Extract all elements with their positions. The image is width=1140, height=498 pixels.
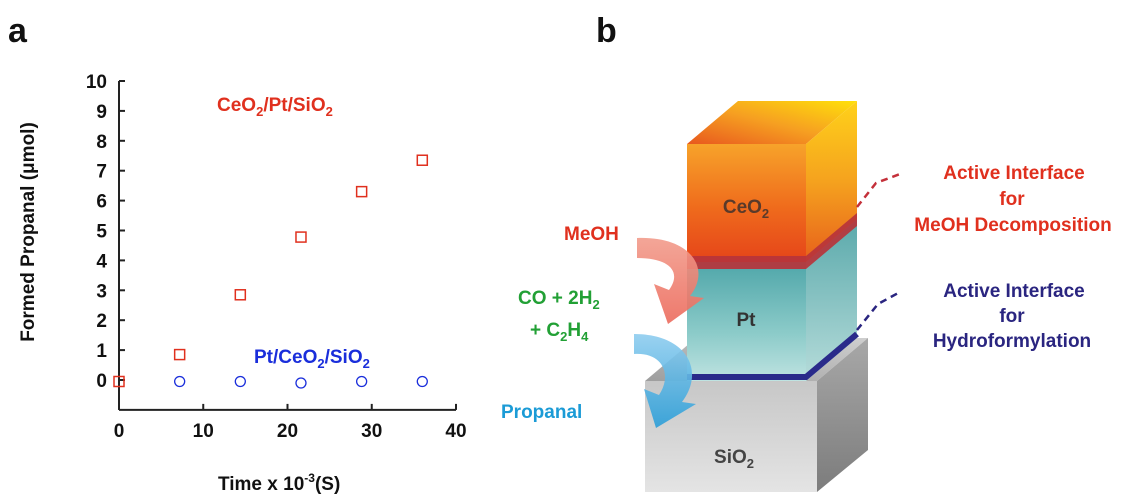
top-callout-line1: Active Interface xyxy=(943,163,1085,184)
top-callout-line2: for xyxy=(999,189,1025,210)
data-point-ceo2-pt-sio2 xyxy=(296,232,306,242)
data-point-ceo2-pt-sio2 xyxy=(357,187,367,197)
data-point-ceo2-pt-sio2 xyxy=(175,350,185,360)
series-label-text: /Pt/SiO xyxy=(263,95,325,116)
sio2-label-sub: 2 xyxy=(747,456,754,471)
panel-label-b: b xyxy=(596,12,617,50)
series-label-pt-ceo2-sio2: Pt/CeO2/SiO2 xyxy=(254,347,370,371)
x-axis-title-exponent: -3 xyxy=(304,471,315,485)
co-h2-main: CO + 2H xyxy=(518,288,592,309)
y-tick-label: 1 xyxy=(96,341,107,362)
series-label-text: Pt/CeO xyxy=(254,347,317,368)
x-axis-title-main: Time x 10 xyxy=(218,474,304,495)
data-point-pt-ceo2-sio2 xyxy=(235,376,245,386)
bottom-interface-callout: Active Interface for Hydroformylation xyxy=(933,281,1091,352)
data-point-pt-ceo2-sio2 xyxy=(175,376,185,386)
y-tick-label: 6 xyxy=(96,192,107,213)
ceo2-label-main: CeO xyxy=(723,197,762,218)
series-label-text: CeO xyxy=(217,95,256,116)
y-axis-title: Formed Propanal (μmol) xyxy=(18,122,39,342)
c2h4-part2: H xyxy=(567,320,581,341)
c2h4-sub1: 2 xyxy=(560,329,567,344)
c2h4-label: + C2H4 xyxy=(530,320,589,344)
propanal-label: Propanal xyxy=(501,402,582,423)
top-interface-leader xyxy=(857,174,900,207)
x-axis-title: Time x 10-3(S) xyxy=(218,471,340,495)
x-axis-title-unit: (S) xyxy=(315,474,340,495)
data-point-pt-ceo2-sio2 xyxy=(357,376,367,386)
chart-ticks: 0 1 2 3 4 5 6 7 8 9 10 0 10 20 30 40 xyxy=(86,72,467,442)
pt-layer-label: Pt xyxy=(737,310,757,331)
sio2-label-main: SiO xyxy=(714,447,747,468)
x-tick-label: 0 xyxy=(114,421,125,442)
y-tick-label: 3 xyxy=(96,281,107,302)
data-point-pt-ceo2-sio2 xyxy=(417,376,427,386)
x-tick-label: 20 xyxy=(277,421,298,442)
x-tick-label: 40 xyxy=(445,421,466,442)
y-tick-label: 0 xyxy=(96,371,107,392)
y-tick-label: 8 xyxy=(96,132,107,153)
scatter-chart: Formed Propanal (μmol) 0 1 2 3 4 5 6 7 8 9 10 0 10 20… xyxy=(18,72,467,495)
y-tick-label: 2 xyxy=(96,311,107,332)
x-tick-label: 10 xyxy=(193,421,214,442)
y-tick-label: 5 xyxy=(96,222,107,243)
bottom-interface-leader xyxy=(857,292,900,330)
x-tick-label: 30 xyxy=(361,421,382,442)
co-h2-sub: 2 xyxy=(592,297,599,312)
panel-label-a: a xyxy=(8,12,28,50)
y-tick-label: 10 xyxy=(86,72,107,93)
bottom-callout-line3: Hydroformylation xyxy=(933,331,1091,352)
ceo2-label-sub: 2 xyxy=(762,206,769,221)
bottom-callout-line2: for xyxy=(999,306,1025,327)
meoh-label: MeOH xyxy=(564,224,619,245)
c2h4-part1: + C xyxy=(530,320,560,341)
co-h2-label: CO + 2H2 xyxy=(518,288,600,312)
data-point-ceo2-pt-sio2 xyxy=(417,155,427,165)
data-point-ceo2-pt-sio2 xyxy=(235,290,245,300)
bottom-callout-line1: Active Interface xyxy=(943,281,1085,302)
series-label-subscript: 2 xyxy=(326,104,333,119)
y-tick-label: 4 xyxy=(96,251,107,272)
layer-stack-diagram: CeO2 Pt SiO2 MeOH CO + 2H2 + C2H4 Propan… xyxy=(501,101,1112,492)
series-label-text: /SiO xyxy=(325,347,363,368)
y-tick-label: 9 xyxy=(96,102,107,123)
series-label-subscript: 2 xyxy=(363,356,370,371)
y-tick-label: 7 xyxy=(96,162,107,183)
top-callout-line3: MeOH Decomposition xyxy=(914,215,1111,236)
data-point-pt-ceo2-sio2 xyxy=(296,378,306,388)
series-label-subscript: 2 xyxy=(256,104,263,119)
c2h4-sub2: 4 xyxy=(581,329,589,344)
top-interface-callout: Active Interface for MeOH Decomposition xyxy=(914,163,1111,236)
series-label-ceo2-pt-sio2: CeO2/Pt/SiO2 xyxy=(217,95,333,119)
series-label-subscript: 2 xyxy=(317,356,324,371)
